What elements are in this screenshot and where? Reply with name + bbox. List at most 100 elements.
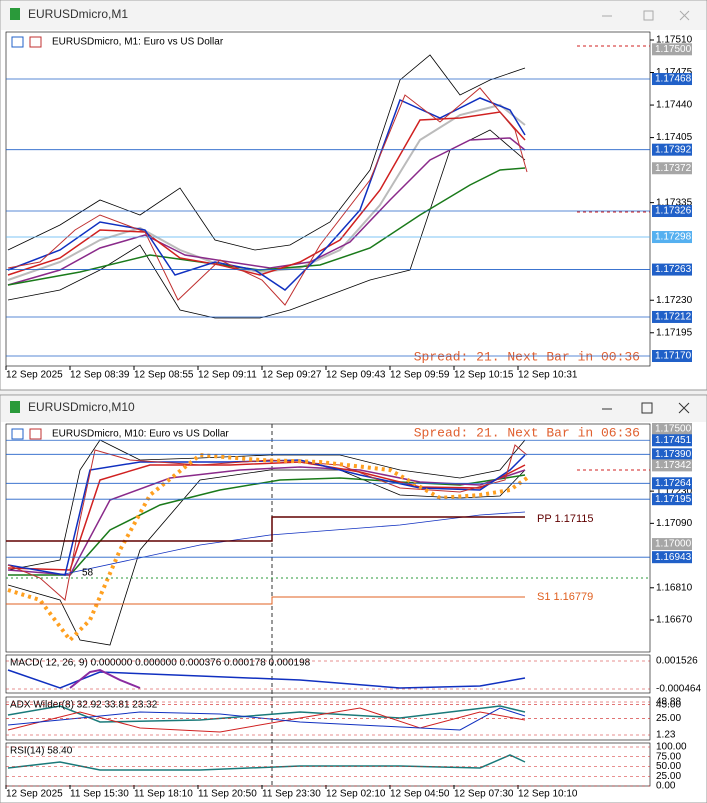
price-tick-label: 1.17090 xyxy=(656,518,693,529)
price-level-box xyxy=(652,73,692,86)
pivot-label: PP 1.17115 xyxy=(537,513,593,525)
price-level-box xyxy=(652,434,692,447)
adx-label: ADX Wilder(8) 32.92 33.81 23.32 xyxy=(10,700,158,711)
spread-text: Spread: 21. Next Bar in 06:36 xyxy=(414,425,640,440)
price-level-box xyxy=(652,350,692,362)
price-drawing xyxy=(7,54,528,319)
time-label: 12 Sep 08:39 xyxy=(70,370,130,381)
price-level-box xyxy=(652,162,692,175)
price-tick-label: 1.17230 xyxy=(656,295,693,306)
time-label: 12 Sep 08:55 xyxy=(134,370,194,381)
price-level-label: 1.17390 xyxy=(655,449,692,460)
price-level-label: 1.17468 xyxy=(655,74,692,85)
price-level-label: 1.17372 xyxy=(655,163,692,174)
price-tick-label: 1.17230 xyxy=(656,486,693,497)
app-icon xyxy=(10,401,20,413)
price-level-label: 1.17326 xyxy=(655,206,692,217)
price-level-label: 1.17298 xyxy=(655,232,692,243)
price-level-label: 1.16943 xyxy=(655,552,692,563)
indicator-tick-label: 45.00 xyxy=(656,699,681,710)
label-fragment: 58 xyxy=(82,568,94,579)
indicator-tick-label: 25.00 xyxy=(656,771,681,782)
time-label: 12 Sep 10:10 xyxy=(518,789,578,800)
macd-pane xyxy=(5,654,651,694)
price-level-box xyxy=(652,231,692,244)
price-level-box xyxy=(652,459,692,472)
icon xyxy=(11,36,24,48)
title-bar xyxy=(1,1,706,30)
indicator-tick-label: 0.00 xyxy=(656,781,676,792)
time-label: 12 Sep 2025 xyxy=(6,789,63,800)
time-label: 12 Sep 10:15 xyxy=(454,370,514,381)
price-tick-label: 1.17440 xyxy=(656,100,693,111)
price-level-label: 1.17392 xyxy=(655,144,692,155)
price-level-box xyxy=(652,477,692,490)
indicator-tick-label: 25.00 xyxy=(656,713,681,724)
price-tick-label: 1.16810 xyxy=(656,582,693,593)
rsi-pane xyxy=(5,742,651,787)
time-label: 12 Sep 07:30 xyxy=(454,789,514,800)
price-level-box xyxy=(652,538,692,551)
price-tick-label: 1.16670 xyxy=(656,615,693,626)
price-level-label: 1.17263 xyxy=(655,264,692,275)
price-level-label: 1.17451 xyxy=(655,435,692,446)
time-label: 11 Sep 23:30 xyxy=(262,789,321,800)
macd-label: MACD( 12, 26, 9) 0.000000 0.000000 0.000… xyxy=(10,658,311,669)
price-level-box xyxy=(652,423,692,435)
price-level-label: 1.17212 xyxy=(655,312,692,323)
time-label: 11 Sep 20:50 xyxy=(198,789,257,800)
price-level-label: 1.17170 xyxy=(655,351,692,362)
icon xyxy=(11,428,24,440)
price-level-label: 1.17195 xyxy=(655,494,692,505)
price-level-box xyxy=(652,493,692,506)
indicator-tick-label: 0.001526 xyxy=(656,656,698,667)
indicator-tick-label: 75.00 xyxy=(656,751,681,762)
icon xyxy=(29,36,42,48)
price-level-label: 1.17264 xyxy=(655,478,692,489)
price-level-box xyxy=(652,448,692,461)
price-tick-label: 1.17405 xyxy=(656,132,693,143)
window-title: EURUSDmicro,M1 xyxy=(28,7,128,21)
title-bar xyxy=(1,396,706,422)
window-title: EURUSDmicro,M10 xyxy=(28,400,135,414)
price-tick-label: 1.17475 xyxy=(656,67,693,78)
time-label: 11 Sep 15:30 xyxy=(70,789,129,800)
price-level-box xyxy=(652,205,692,218)
time-label: 12 Sep 04:50 xyxy=(390,789,450,800)
price-level-box xyxy=(652,551,692,564)
spread-text: Spread: 21. Next Bar in 00:36 xyxy=(414,349,640,364)
price-level-label: 1.17500 xyxy=(655,424,692,435)
maximize-button[interactable] xyxy=(641,402,653,414)
support-label: S1 1.16779 xyxy=(537,591,593,603)
close-button[interactable] xyxy=(679,10,690,21)
price-level-label: 1.17500 xyxy=(655,44,692,55)
time-label: 12 Sep 09:43 xyxy=(326,370,386,381)
price-drawing xyxy=(6,439,650,771)
close-button[interactable] xyxy=(678,402,690,414)
time-label: 12 Sep 09:27 xyxy=(262,370,322,381)
chart-label: EURUSDmicro, M10: Euro vs US Dollar xyxy=(52,429,229,440)
price-tick-label: 1.17195 xyxy=(656,327,693,338)
time-label: 12 Sep 2025 xyxy=(6,370,63,381)
indicator-tick-label: 100.00 xyxy=(656,742,687,753)
price-tick-label: 1.17510 xyxy=(656,35,693,46)
maximize-button[interactable] xyxy=(643,10,654,21)
time-label: 12 Sep 09:11 xyxy=(198,370,257,381)
indicator-tick-label: 1.23 xyxy=(656,730,676,741)
price-level-box xyxy=(652,43,692,56)
price-level-label: 1.17000 xyxy=(655,539,692,550)
rsi-label: RSI(14) 58.40 xyxy=(10,746,73,757)
time-label: 12 Sep 02:10 xyxy=(326,789,386,800)
time-label: 12 Sep 09:59 xyxy=(390,370,450,381)
time-label: 11 Sep 18:10 xyxy=(134,789,193,800)
price-level-box xyxy=(652,143,692,156)
indicator-tick-label: 48.88 xyxy=(656,697,681,708)
price-level-box xyxy=(652,310,692,323)
price-tick-label: 1.17335 xyxy=(656,197,693,208)
price-level-label: 1.17342 xyxy=(655,460,692,471)
time-label: 12 Sep 10:31 xyxy=(518,370,578,381)
price-level-box xyxy=(652,263,692,276)
app-icon xyxy=(10,8,20,20)
plot-area xyxy=(5,31,651,367)
chart-label: EURUSDmicro, M1: Euro vs US Dollar xyxy=(52,37,224,48)
